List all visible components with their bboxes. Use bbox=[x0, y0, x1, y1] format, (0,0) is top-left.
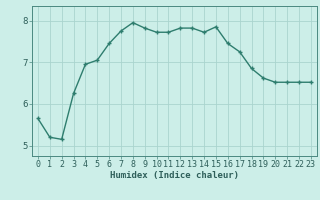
X-axis label: Humidex (Indice chaleur): Humidex (Indice chaleur) bbox=[110, 171, 239, 180]
